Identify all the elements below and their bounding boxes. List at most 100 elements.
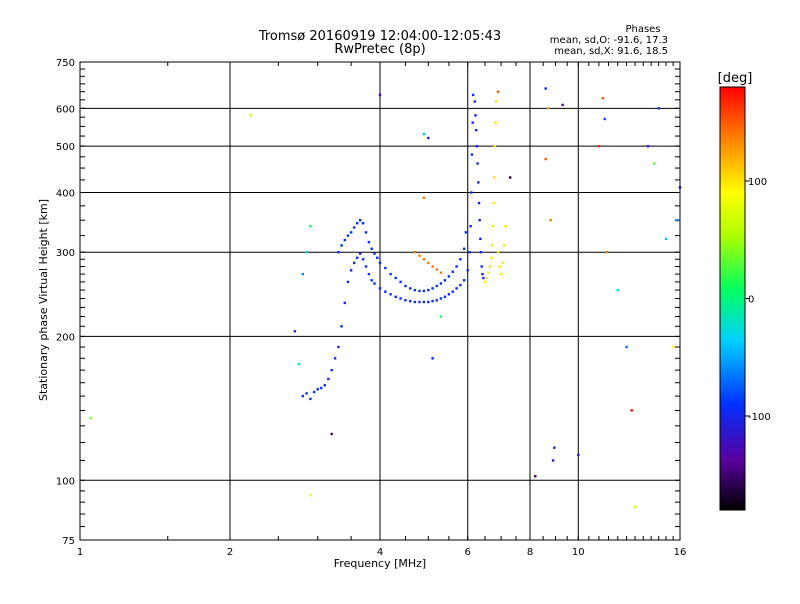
echo-point bbox=[378, 287, 382, 290]
echo-point bbox=[493, 145, 496, 148]
echo-point bbox=[479, 237, 482, 240]
echo-point bbox=[364, 231, 368, 234]
echo-point bbox=[370, 279, 373, 282]
echo-point bbox=[603, 117, 606, 121]
echo-point bbox=[399, 280, 402, 284]
y-tick-label: 100 bbox=[56, 476, 75, 487]
echo-point bbox=[439, 315, 443, 318]
chart-grid bbox=[80, 62, 680, 540]
echo-point bbox=[447, 275, 451, 278]
echo-point bbox=[297, 362, 301, 366]
echo-point bbox=[427, 136, 430, 140]
echo-point bbox=[343, 238, 346, 242]
y-tick-label: 750 bbox=[56, 58, 75, 69]
echo-point bbox=[633, 505, 637, 508]
echo-point bbox=[485, 276, 488, 280]
echo-point bbox=[466, 269, 469, 272]
echo-point bbox=[479, 251, 483, 254]
echo-point bbox=[476, 162, 479, 165]
echo-point bbox=[293, 330, 297, 333]
echo-point bbox=[330, 368, 333, 372]
echo-point bbox=[367, 240, 371, 244]
echo-point bbox=[492, 201, 495, 205]
echo-point bbox=[431, 357, 434, 360]
echo-point bbox=[394, 295, 397, 298]
echo-point bbox=[499, 272, 503, 276]
y-tick-label: 75 bbox=[62, 536, 75, 547]
colorbar-ticks: 100 0 -100 bbox=[745, 177, 771, 423]
echo-point bbox=[671, 345, 675, 349]
echo-point bbox=[413, 300, 417, 304]
echo-point bbox=[404, 299, 407, 302]
echo-point bbox=[427, 288, 430, 292]
echo-point bbox=[301, 272, 304, 276]
echo-point bbox=[625, 345, 628, 349]
echo-point bbox=[469, 225, 472, 228]
echo-point bbox=[378, 93, 382, 97]
echo-point bbox=[477, 181, 480, 184]
echo-point bbox=[483, 280, 487, 284]
echo-point bbox=[490, 256, 493, 259]
echo-point bbox=[475, 129, 478, 132]
echo-point bbox=[427, 261, 430, 265]
echo-point bbox=[361, 258, 365, 261]
echo-point bbox=[601, 97, 604, 100]
echo-point bbox=[494, 100, 498, 103]
echo-point bbox=[443, 279, 447, 282]
echo-point bbox=[327, 377, 330, 381]
echo-point bbox=[455, 287, 458, 290]
x-tick-label: 6 bbox=[465, 547, 471, 558]
echo-point bbox=[477, 201, 481, 205]
echo-point bbox=[301, 394, 304, 398]
echo-point bbox=[340, 325, 343, 328]
echo-point bbox=[577, 453, 580, 457]
echo-point bbox=[605, 251, 608, 254]
echo-point bbox=[373, 282, 376, 285]
echo-point bbox=[553, 446, 556, 449]
echo-point bbox=[616, 288, 619, 292]
echo-point bbox=[473, 100, 476, 103]
echo-point bbox=[323, 384, 326, 387]
echo-point bbox=[435, 284, 438, 288]
echo-point bbox=[504, 225, 507, 228]
echo-point bbox=[340, 244, 343, 247]
x-axis-label: Frequency [MHz] bbox=[334, 557, 426, 570]
echo-point bbox=[337, 251, 340, 254]
echo-point bbox=[409, 287, 412, 290]
phase-stats-o: mean, sd,O: -91.6, 17.3 bbox=[550, 35, 668, 46]
chart-title: Tromsø 20160919 12:04:00-12:05:43 bbox=[258, 29, 501, 44]
echo-point bbox=[394, 276, 397, 280]
echo-point bbox=[462, 279, 466, 282]
echo-point bbox=[309, 397, 312, 401]
echo-point bbox=[646, 145, 650, 148]
echo-point bbox=[418, 289, 421, 293]
echo-point bbox=[462, 247, 466, 250]
echo-point bbox=[330, 432, 333, 436]
echo-point bbox=[378, 261, 382, 265]
echo-point bbox=[653, 162, 656, 165]
echo-point bbox=[422, 258, 426, 261]
echo-point bbox=[439, 271, 443, 274]
y-tick-label: 300 bbox=[56, 248, 75, 259]
echo-point bbox=[333, 357, 337, 360]
echo-point bbox=[447, 293, 451, 296]
echo-point bbox=[491, 225, 495, 228]
echo-point bbox=[439, 282, 443, 285]
echo-point bbox=[657, 107, 660, 110]
echo-point bbox=[498, 265, 501, 268]
y-axis: 75 100 200 300 400 500 600 750 bbox=[56, 58, 680, 547]
echo-point bbox=[346, 280, 350, 284]
echo-point bbox=[544, 87, 547, 90]
echo-point bbox=[475, 145, 479, 148]
echo-point bbox=[384, 290, 387, 293]
echo-point bbox=[470, 191, 473, 194]
echo-point bbox=[471, 121, 474, 124]
echo-point bbox=[305, 251, 308, 254]
echo-point bbox=[471, 93, 475, 97]
echo-point bbox=[376, 256, 379, 259]
plot-frame bbox=[79, 61, 681, 541]
echo-point bbox=[459, 283, 462, 287]
echo-point bbox=[630, 409, 633, 412]
echo-point bbox=[427, 300, 430, 304]
